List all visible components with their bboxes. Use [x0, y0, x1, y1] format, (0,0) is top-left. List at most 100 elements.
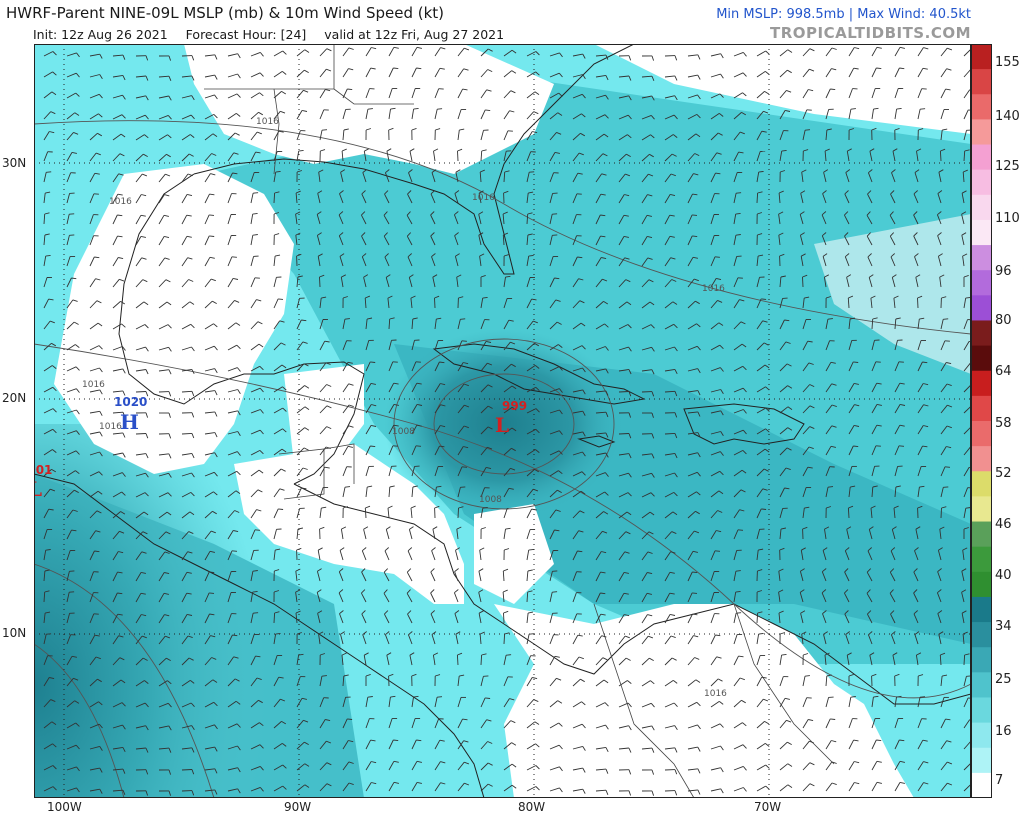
wind-barb-flag [801, 631, 807, 635]
wind-barb [480, 447, 488, 456]
wind-barb [802, 362, 810, 372]
wind-barb [227, 592, 232, 603]
wind-barb [361, 550, 367, 561]
wind-barb [43, 655, 49, 666]
wind-barb-flag [720, 767, 724, 773]
wind-barb-flag [435, 128, 441, 131]
wind-barb [937, 571, 942, 582]
wind-barb [503, 151, 507, 162]
wind-barb-flag [558, 72, 563, 78]
wind-barb [572, 322, 582, 330]
wind-barb [365, 319, 368, 330]
wind-barb [410, 507, 413, 519]
wind-barb-flag [824, 652, 830, 656]
wind-barb [779, 741, 788, 750]
wind-barb-flag [190, 134, 195, 138]
wind-barb-flag [533, 111, 539, 115]
wind-barb [408, 529, 413, 540]
wind-barb-flag [580, 132, 586, 137]
wind-barb-flag [365, 673, 371, 677]
wind-barb-flag [799, 589, 805, 593]
wind-barb [406, 215, 413, 225]
colorbar-swatch [971, 194, 992, 221]
wind-barb-flag [118, 635, 124, 638]
wind-barb-flag [669, 592, 675, 595]
wind-barb [916, 151, 919, 162]
wind-barb [342, 404, 350, 414]
wind-barb [227, 767, 238, 771]
wind-barb [227, 367, 238, 372]
wind-barb [457, 676, 460, 687]
wind-barb [273, 91, 282, 99]
wind-barb [937, 550, 942, 561]
wind-barb-flag [365, 505, 371, 509]
wind-barb-flag [371, 761, 377, 764]
wind-barb-flag [890, 253, 895, 258]
wind-barb [250, 450, 261, 456]
wind-barb [453, 592, 459, 603]
wind-barb-flag [604, 491, 609, 496]
wind-barb-flag [234, 299, 240, 303]
wind-barb-flag [717, 132, 723, 136]
wind-barb [687, 133, 697, 141]
wind-barb-flag [914, 631, 920, 635]
wind-barb [89, 173, 96, 183]
wind-barb [227, 193, 232, 204]
wind-barb [112, 432, 123, 435]
wind-barb [204, 300, 213, 309]
wind-barb-flag [384, 610, 389, 615]
wind-barb-flag [348, 425, 354, 428]
wind-barb [273, 298, 279, 309]
wind-barb-flag [801, 169, 807, 173]
wind-barb-flag [503, 232, 509, 236]
wind-barb-flag [48, 298, 54, 301]
wind-barb-flag [889, 589, 894, 594]
wind-barb-flag [923, 47, 929, 50]
wind-barb-flag [511, 427, 517, 432]
wind-barb-flag [166, 301, 172, 306]
calm-gulf-west [114, 214, 254, 384]
wind-barb-flag [44, 590, 50, 593]
wind-barb-flag [76, 766, 80, 772]
wind-barb-flag [961, 190, 967, 194]
wind-barb-flag [854, 382, 859, 385]
wind-barb [937, 235, 942, 246]
wind-barb-flag [605, 54, 609, 60]
wind-barb-flag [692, 235, 698, 238]
wind-barb-flag [876, 46, 882, 49]
wind-barb [756, 721, 765, 729]
wind-barb-flag [297, 527, 303, 530]
wind-barb [135, 134, 145, 141]
wind-barb [825, 446, 832, 456]
wind-barb [871, 340, 875, 351]
wind-barb [549, 656, 556, 666]
wind-barb [319, 130, 323, 141]
wind-barb [779, 341, 787, 351]
wind-barb-flag [557, 700, 563, 704]
wind-barb-flag [867, 190, 872, 195]
wind-barb [848, 445, 854, 456]
wind-barb [250, 321, 259, 330]
wind-barb-flag [187, 613, 193, 616]
wind-barb-flag [478, 568, 484, 572]
wind-barb-flag [765, 407, 770, 412]
wind-barb [779, 130, 784, 141]
wind-barb-flag [692, 550, 698, 553]
wind-barb [89, 550, 95, 561]
wind-barb [365, 109, 369, 120]
wind-barb [799, 235, 804, 246]
wind-barb [319, 676, 323, 687]
wind-barb [342, 761, 350, 771]
wind-barb [43, 786, 54, 792]
wind-barb-flag [168, 433, 172, 439]
lon-label-80w: 80W [518, 800, 546, 814]
wind-barb [227, 93, 238, 99]
wind-barb-flag [720, 389, 724, 394]
colorbar-swatch [971, 320, 992, 347]
wind-barb-flag [581, 701, 586, 706]
wind-barb-flag [361, 211, 366, 216]
wind-barb [937, 613, 942, 624]
wind-barb [296, 741, 305, 750]
wind-barb-flag [487, 446, 493, 450]
wind-barb [800, 193, 804, 204]
